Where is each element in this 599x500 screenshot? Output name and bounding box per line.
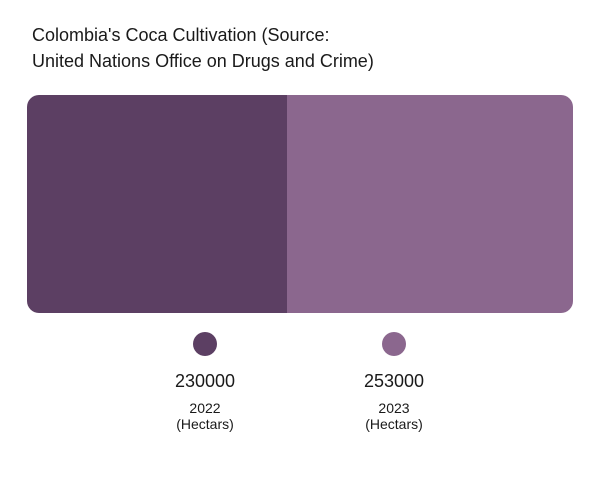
legend-item-2023: 253000 2023 (Hectars): [314, 332, 474, 432]
bar-segment-0: [27, 95, 287, 313]
legend-label-text-2022: 2022 (Hectars): [176, 400, 234, 432]
stacked-bar: [27, 95, 573, 313]
legend-label-2022: 2022 (Hectars): [125, 400, 285, 432]
legend-value-2023: 253000: [363, 371, 425, 391]
legend-dot-2023: [382, 332, 406, 356]
legend-label-2023: 2023 (Hectars): [314, 400, 474, 432]
chart-title: Colombia's Coca Cultivation (Source: Uni…: [32, 25, 374, 71]
legend-value-2022: 230000: [174, 371, 236, 391]
bar-svg: [27, 95, 573, 313]
legend-item-2022: 230000 2022 (Hectars): [125, 332, 285, 432]
legend-label-text-2023: 2023 (Hectars): [365, 400, 423, 432]
bar-segment-1: [287, 95, 573, 313]
legend-dot-2022: [193, 332, 217, 356]
